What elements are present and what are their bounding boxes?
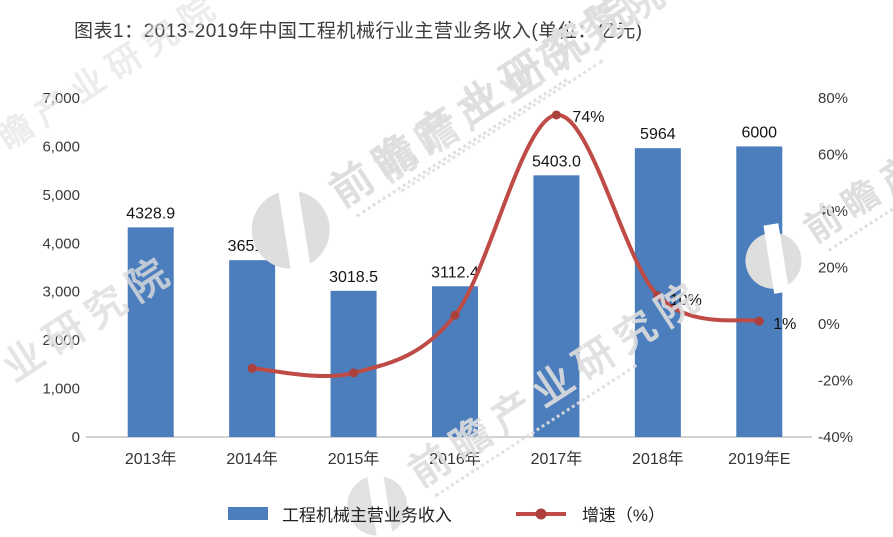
growth-point-label: 74% xyxy=(572,109,604,126)
right-axis-tick-label: 60% xyxy=(818,147,848,164)
growth-point-label: 1% xyxy=(773,316,796,333)
x-axis-label: 2014年 xyxy=(226,450,278,468)
revenue-bar xyxy=(432,286,478,437)
bar-value-label: 6000 xyxy=(741,124,777,141)
revenue-bar xyxy=(330,290,377,437)
x-axis-label: 2015年 xyxy=(328,450,380,468)
revenue-bar xyxy=(736,146,783,437)
legend-line-label: 增速（%） xyxy=(581,506,666,525)
legend-bar-swatch xyxy=(227,507,268,520)
x-axis-label: 2018年 xyxy=(632,450,684,468)
chart-title: 图表1：2013-2019年中国工程机械行业主营业务收入(单位：亿元) xyxy=(74,21,643,42)
revenue-bar xyxy=(533,175,580,437)
right-axis-tick-label: 20% xyxy=(818,260,848,277)
right-axis-tick-label: -40% xyxy=(818,429,853,446)
left-axis-tick-label: 5,000 xyxy=(42,187,80,204)
growth-point-marker xyxy=(349,368,359,378)
left-axis-tick-label: 1,000 xyxy=(42,381,80,398)
growth-point-marker xyxy=(551,110,561,120)
left-axis-tick-label: 0 xyxy=(72,429,80,446)
right-axis-tick-label: 40% xyxy=(818,203,848,220)
bar-value-label: 5964 xyxy=(640,126,676,143)
growth-line xyxy=(250,112,762,378)
growth-point-marker xyxy=(754,316,764,326)
x-axis-label: 2017年 xyxy=(531,450,583,468)
x-axis-label: 2013年 xyxy=(125,450,177,468)
plot-area: 7,000 6,000 5,000 4,000 3,000 2,000 1,000 0 80% 6… xyxy=(42,90,853,468)
right-axis-tick-label: 80% xyxy=(818,90,848,107)
left-axis-tick-label: 6,000 xyxy=(42,138,80,155)
left-axis-tick-label: 3,000 xyxy=(42,284,80,301)
legend-line-swatch xyxy=(515,508,566,519)
left-axis-tick-label: 4,000 xyxy=(42,235,80,252)
revenue-bar xyxy=(127,227,174,437)
bar-value-label: 4328.9 xyxy=(126,205,175,222)
revenue-bar xyxy=(229,260,276,437)
bar-value-label: 3112.4 xyxy=(431,264,479,281)
right-axis-tick-label: 0% xyxy=(818,316,840,333)
growth-point-marker xyxy=(653,291,663,301)
right-axis-tick-label: -20% xyxy=(818,373,853,390)
left-axis-tick-label: 2,000 xyxy=(42,332,80,349)
legend-bar-label: 工程机械主营业务收入 xyxy=(281,506,452,525)
x-axis-label: 2016年 xyxy=(429,450,481,468)
bar-value-label: 3651.2 xyxy=(228,238,277,255)
bar-value-label: 5403.0 xyxy=(532,153,581,170)
growth-point-marker xyxy=(450,310,460,320)
left-axis-tick-label: 7,000 xyxy=(42,90,80,107)
legend: 工程机械主营业务收入 增速（%） xyxy=(0,501,893,526)
x-axis-label: 2019年E xyxy=(728,450,790,468)
growth-point-label: 10% xyxy=(670,292,702,309)
bar-value-label: 3018.5 xyxy=(329,269,378,286)
growth-point-marker xyxy=(247,363,257,373)
